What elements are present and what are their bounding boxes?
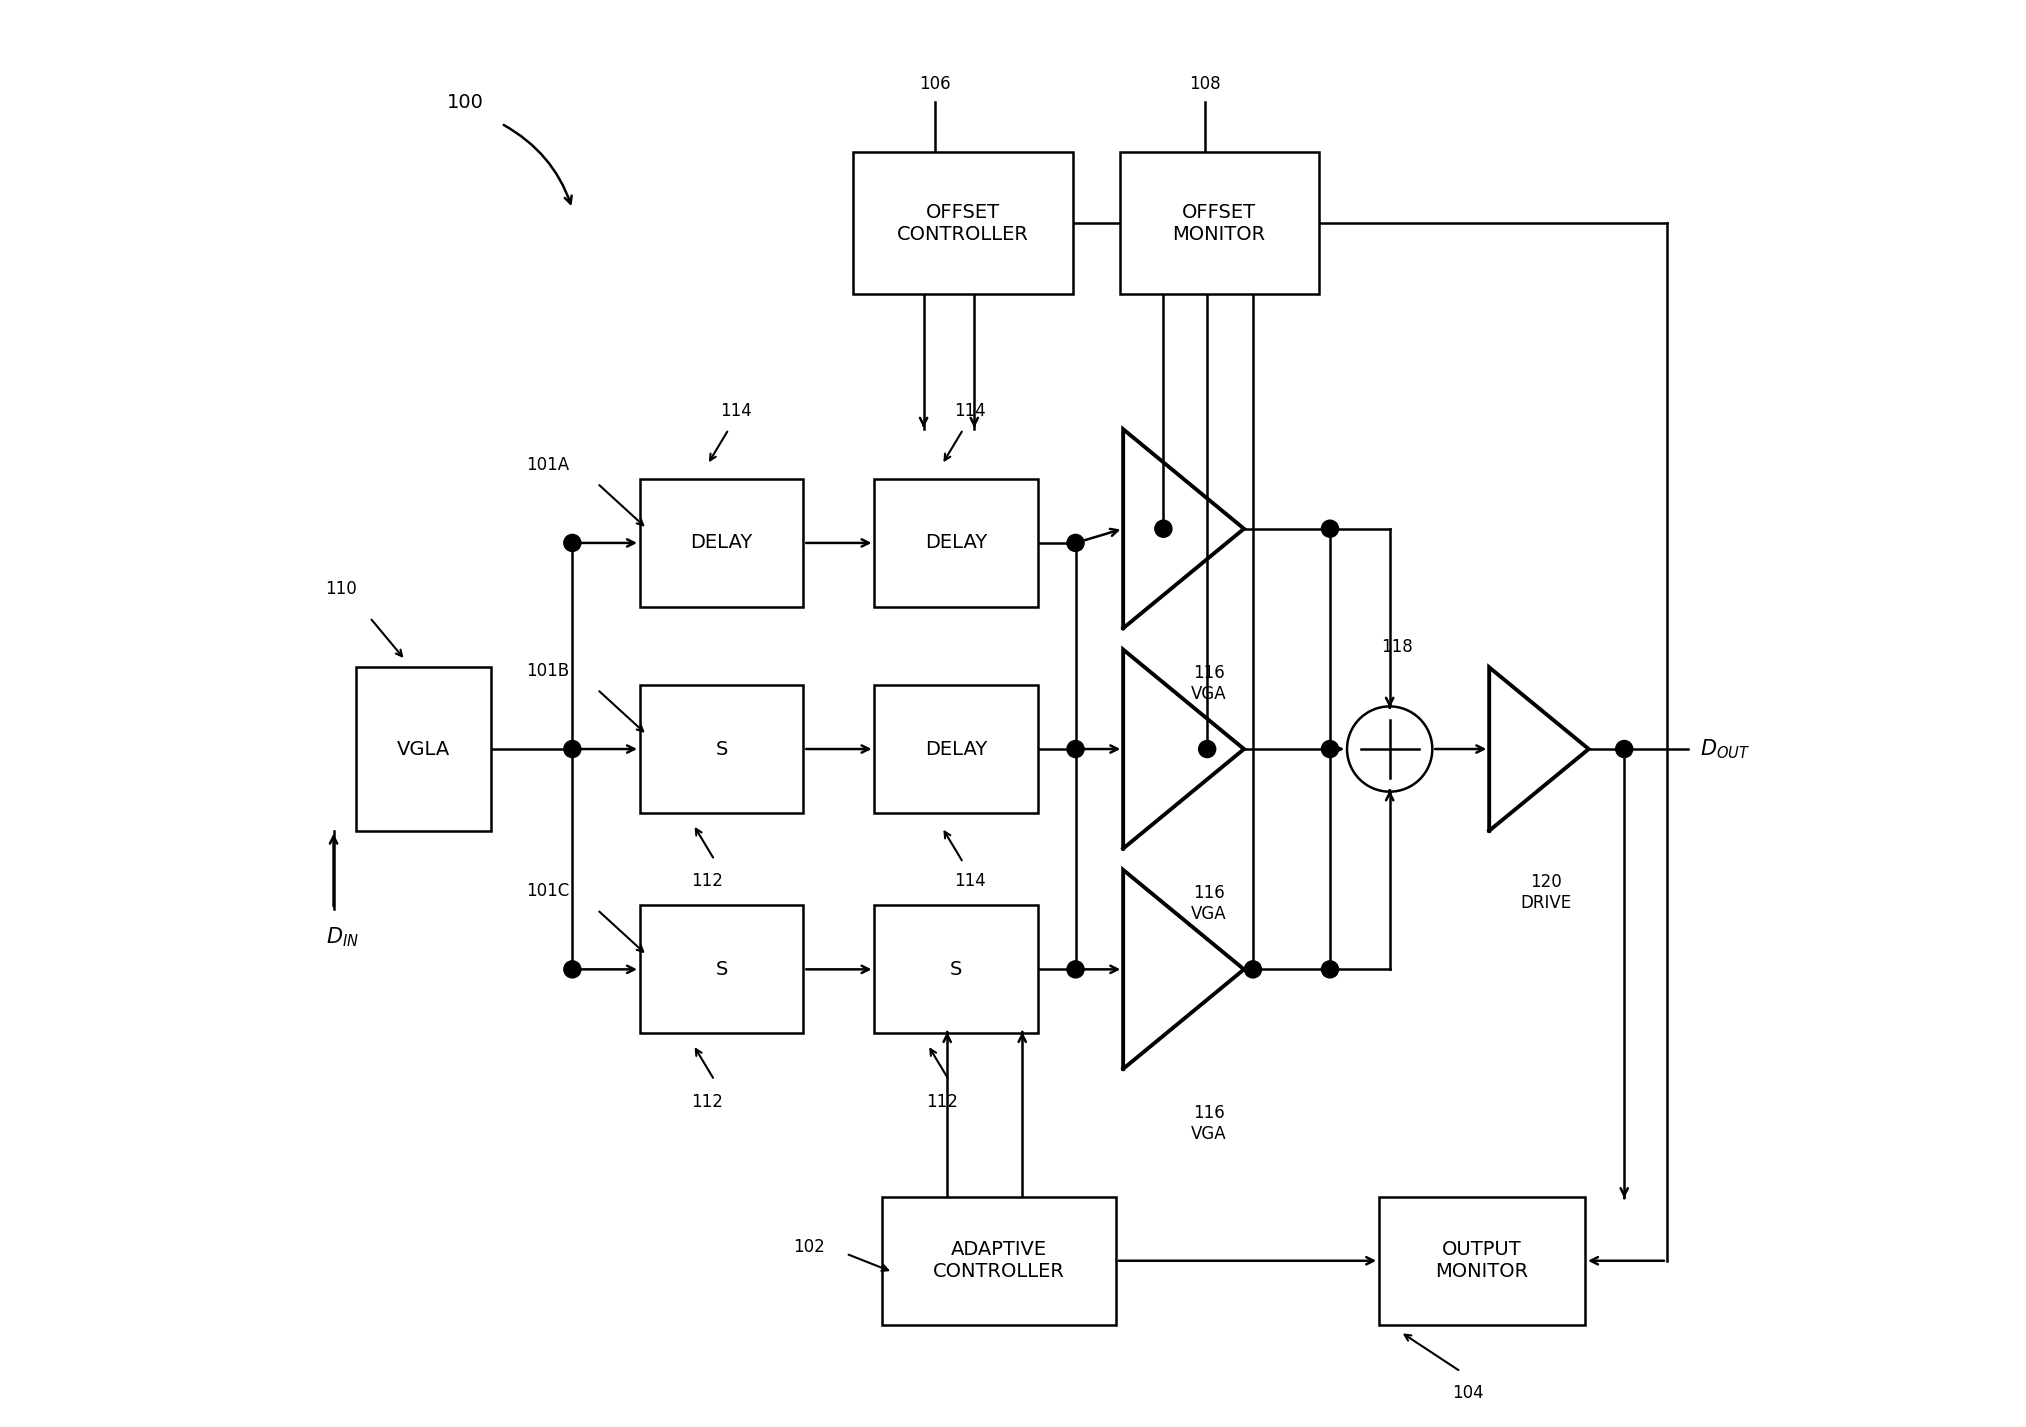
Text: $D_{IN}$: $D_{IN}$ [326,926,359,949]
Bar [875,685,1037,813]
Text: 112: 112 [926,1093,958,1110]
Bar [357,668,490,831]
Bar [640,905,804,1033]
Text: OFFSET
MONITOR: OFFSET MONITOR [1173,203,1266,244]
Circle shape [563,960,581,977]
Text: 112: 112 [691,872,723,890]
Circle shape [1244,960,1262,977]
Text: 101C: 101C [527,882,569,900]
Circle shape [1321,741,1339,758]
Text: 114: 114 [954,402,987,420]
Text: DELAY: DELAY [926,739,987,759]
Bar [881,1197,1116,1324]
Text: 120
DRIVE: 120 DRIVE [1520,873,1572,912]
Bar [875,905,1037,1033]
Text: OUTPUT
MONITOR: OUTPUT MONITOR [1436,1240,1530,1281]
Text: 104: 104 [1453,1384,1483,1401]
Circle shape [1068,960,1084,977]
Text: 106: 106 [920,74,950,93]
Text: 101A: 101A [527,455,569,474]
Text: 112: 112 [691,1093,723,1110]
Text: 100: 100 [448,93,484,111]
Text: DELAY: DELAY [691,534,754,552]
Bar [1120,153,1319,294]
Bar [640,685,804,813]
Circle shape [563,534,581,551]
Text: 114: 114 [719,402,752,420]
Text: S: S [950,960,962,979]
Text: S: S [715,960,727,979]
Bar [1380,1197,1584,1324]
Circle shape [1347,706,1432,792]
Circle shape [1068,741,1084,758]
Text: VGLA: VGLA [397,739,450,759]
Circle shape [1321,960,1339,977]
Text: 118: 118 [1382,638,1412,655]
Text: 116
VGA: 116 VGA [1191,1104,1228,1143]
Text: 114: 114 [954,872,987,890]
Text: $D_{OUT}$: $D_{OUT}$ [1700,738,1750,761]
Bar [640,479,804,606]
Text: OFFSET
CONTROLLER: OFFSET CONTROLLER [898,203,1029,244]
Text: 110: 110 [326,581,357,598]
Text: S: S [715,739,727,759]
Text: 116
VGA: 116 VGA [1191,664,1228,702]
Circle shape [1199,741,1216,758]
Text: DELAY: DELAY [926,534,987,552]
Text: 116
VGA: 116 VGA [1191,885,1228,923]
Circle shape [1615,741,1633,758]
Circle shape [563,741,581,758]
Circle shape [1155,521,1171,537]
Text: 102: 102 [792,1237,825,1256]
Bar [875,479,1037,606]
Text: ADAPTIVE
CONTROLLER: ADAPTIVE CONTROLLER [932,1240,1066,1281]
Bar [853,153,1074,294]
Circle shape [1321,521,1339,537]
Circle shape [1068,534,1084,551]
Text: 108: 108 [1189,74,1222,93]
Text: 101B: 101B [527,662,569,679]
